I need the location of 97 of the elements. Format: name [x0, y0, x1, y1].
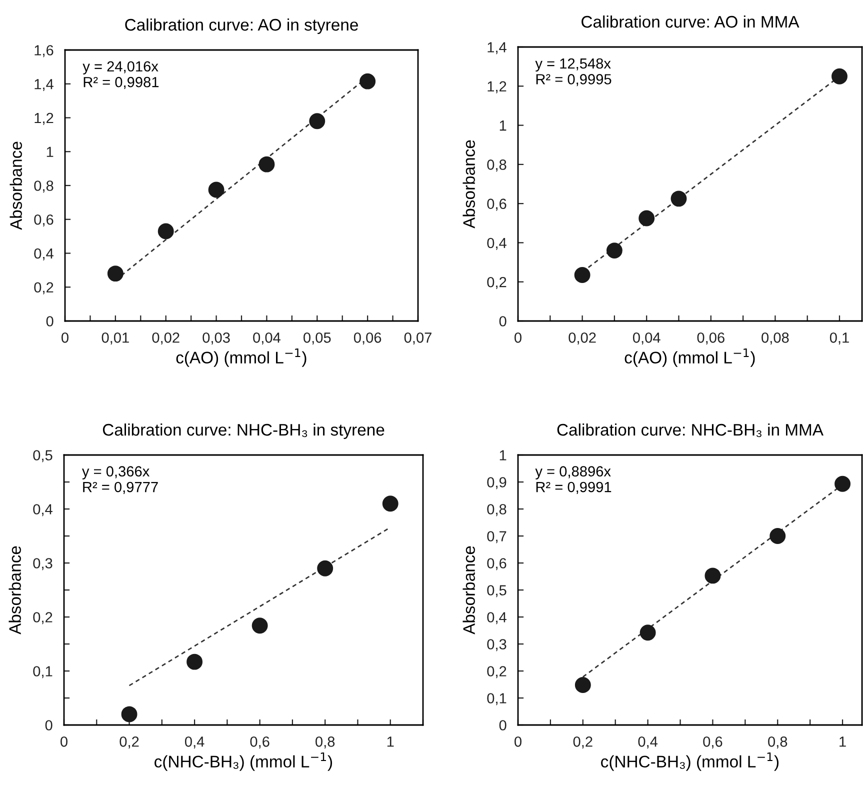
x-axis-title: c(AO) (mmol L$^{−1}$) — [624, 348, 755, 367]
point — [704, 568, 721, 584]
x-tick-label: 0,05 — [304, 332, 331, 345]
y-tick-label: 0,6 — [487, 198, 506, 211]
chart-title: Calibration curve: NHC-BH₃ in styrene — [102, 423, 384, 440]
point — [770, 528, 786, 544]
x-tick-label: 0,02 — [568, 332, 596, 345]
point — [606, 242, 622, 259]
x-tick-label: 0,2 — [573, 736, 592, 749]
y-tick-label: 0,8 — [487, 160, 506, 172]
y-tick-label: 1,6 — [34, 45, 54, 58]
x-axis-title: c(NHC-BH₃) (mmol L$^{−1}$) — [154, 752, 332, 771]
x-tick-label: 0,1 — [830, 332, 849, 345]
y-tick-label: 0 — [46, 316, 54, 326]
y-tick-label: 0,4 — [33, 504, 52, 516]
y-tick-label: 0,6 — [34, 214, 54, 227]
y-tick-label: 0 — [499, 720, 506, 730]
annotation: y = 24,016x R² = 0,9981 — [82, 61, 159, 89]
x-axis-title: c(AO) (mmol L$^{−1}$) — [176, 348, 306, 367]
point — [832, 68, 848, 84]
y-tick-label: 0,5 — [33, 450, 52, 462]
point — [208, 182, 224, 198]
y-tick-label: 0,7 — [487, 531, 506, 544]
y-tick-label: 0,3 — [487, 639, 506, 652]
x-tick-label: 0,4 — [638, 736, 658, 749]
y-tick-label: 0,6 — [487, 558, 506, 570]
annotation: y = 0,8896x R² = 0,9991 — [535, 466, 612, 494]
point — [309, 113, 326, 130]
y-tick-label: 0,2 — [487, 276, 506, 290]
x-tick-label: 1 — [387, 736, 394, 747]
y-tick-label: 0,4 — [487, 612, 506, 624]
point — [574, 267, 590, 283]
y-tick-label: 1 — [500, 450, 506, 460]
y-tick-label: 0,4 — [34, 248, 54, 260]
x-tick-label: 0,2 — [120, 736, 139, 749]
chart-title: Calibration curve: AO in MMA — [582, 15, 800, 28]
y-tick-label: 0,3 — [33, 558, 52, 570]
point — [121, 706, 138, 722]
x-tick-label: 0,06 — [354, 332, 382, 345]
point — [360, 73, 376, 90]
y-tick-label: 0,1 — [487, 693, 506, 706]
y-tick-label: 0,1 — [33, 666, 52, 678]
x-tick-label: 0,04 — [253, 332, 280, 345]
x-tick-label: 0,8 — [316, 736, 335, 749]
point — [382, 496, 398, 512]
x-tick-label: 0,02 — [152, 332, 180, 345]
x-tick-label: 0 — [60, 736, 68, 747]
y-tick-label: 0,8 — [487, 504, 506, 516]
point — [834, 476, 851, 492]
x-tick-label: 0,03 — [202, 332, 230, 345]
y-tick-label: 0,2 — [487, 666, 506, 678]
y-tick-label: 0,5 — [487, 585, 506, 598]
y-tick-label: 1 — [500, 120, 506, 131]
x-tick-label: 1 — [840, 736, 846, 747]
point — [107, 266, 124, 282]
y-axis-title: Absorbance — [462, 140, 475, 228]
x-tick-label: 0,06 — [697, 332, 724, 345]
y-axis-title: Absorbance — [462, 546, 475, 634]
point — [252, 618, 268, 634]
point — [640, 624, 656, 641]
annotation: y = 0,366x R² = 0,9777 — [82, 466, 158, 494]
x-tick-label: 0 — [62, 332, 68, 343]
x-axis-title: c(NHC-BH₃) (mmol L$^{−1}$) — [601, 752, 779, 771]
y-tick-label: 1,4 — [34, 79, 54, 92]
x-tick-label: 0,07 — [404, 332, 432, 345]
y-tick-label: 0 — [45, 720, 52, 730]
y-tick-label: 0 — [499, 316, 506, 326]
point — [317, 560, 334, 576]
x-tick-label: 0,08 — [762, 332, 789, 345]
x-tick-label: 0 — [514, 332, 522, 343]
point — [670, 190, 687, 207]
x-tick-label: 0 — [514, 736, 522, 747]
x-tick-label: 0,8 — [768, 736, 788, 749]
point — [186, 654, 203, 670]
y-tick-label: 1 — [46, 146, 54, 157]
y-tick-label: 0,9 — [487, 477, 506, 490]
y-tick-label: 0,4 — [487, 238, 506, 250]
x-tick-label: 0,6 — [250, 736, 270, 749]
y-axis-title: Absorbance — [10, 142, 22, 230]
y-tick-label: 1,2 — [488, 81, 506, 94]
y-axis-title: Absorbance — [8, 546, 21, 634]
chart-title: Calibration curve: AO in styrene — [125, 18, 358, 34]
y-tick-label: 1,2 — [34, 112, 54, 125]
x-tick-label: 0,4 — [184, 736, 204, 749]
annotation: y = 12,548x R² = 0,9995 — [535, 58, 612, 86]
y-tick-label: 0,2 — [33, 612, 52, 624]
chart-title: Calibration curve: NHC-BH₃ in MMA — [557, 423, 824, 438]
point — [574, 677, 591, 694]
y-tick-label: 1,4 — [488, 42, 506, 54]
y-tick-label: 0,8 — [34, 180, 54, 193]
x-tick-label: 0,6 — [703, 736, 722, 749]
x-tick-label: 0,01 — [102, 332, 129, 345]
point — [158, 223, 174, 240]
point — [258, 156, 275, 172]
x-tick-label: 0,04 — [632, 332, 660, 345]
y-tick-label: 0,2 — [34, 282, 54, 294]
point — [638, 210, 655, 226]
